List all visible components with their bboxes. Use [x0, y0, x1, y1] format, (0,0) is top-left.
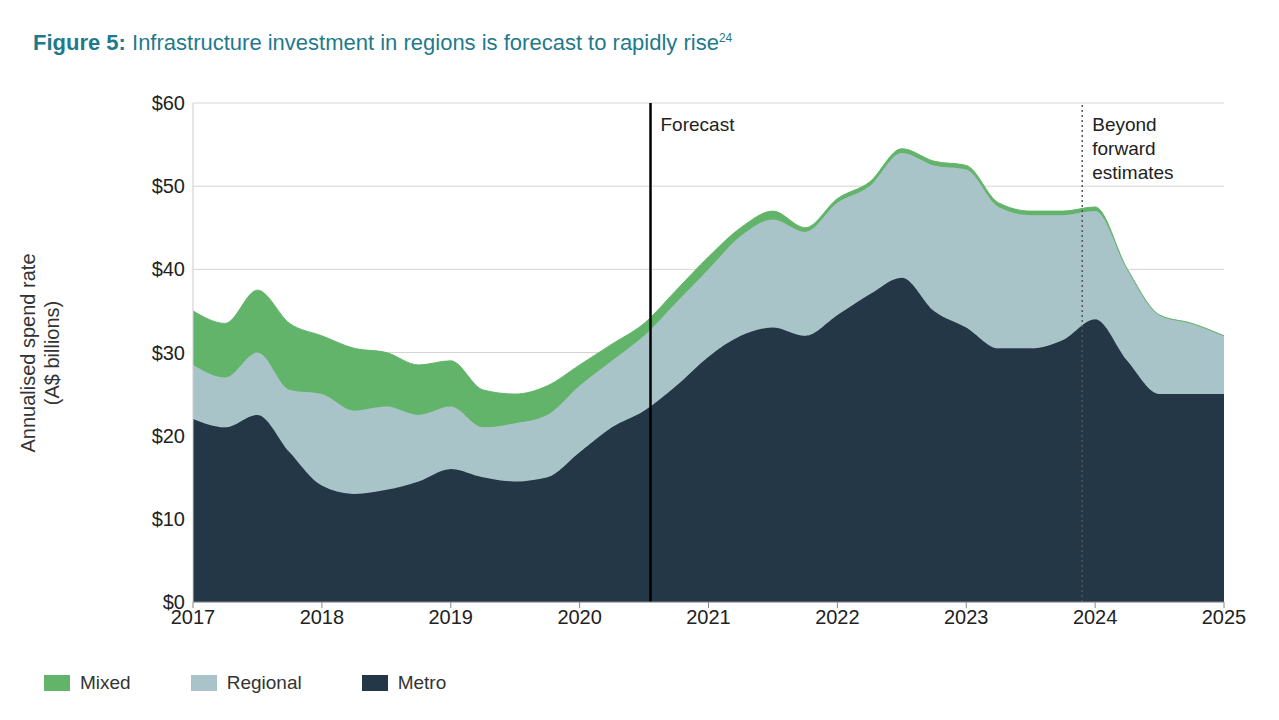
svg-text:2023: 2023	[944, 606, 989, 628]
svg-text:2018: 2018	[300, 606, 345, 628]
svg-text:2019: 2019	[429, 606, 474, 628]
svg-text:2025: 2025	[1202, 606, 1247, 628]
html-text:Figure 5: Infrastructure inves: Figure 5: Infrastructure investment in r…	[33, 30, 733, 55]
html-text:(A$ billions): (A$ billions)	[41, 300, 63, 406]
svg-text:$40: $40	[152, 258, 185, 280]
svg-text:$50: $50	[152, 175, 185, 197]
svg-text:2020: 2020	[557, 606, 602, 628]
svg-text:$30: $30	[152, 342, 185, 364]
svg-text:$10: $10	[152, 508, 185, 530]
svg-text:Beyondforwardestimates: Beyondforwardestimates	[1092, 114, 1173, 183]
html-text:Annualised spend rate: Annualised spend rate	[17, 253, 39, 453]
svg-text:2017: 2017	[170, 606, 216, 629]
html-text:Mixed: Mixed	[80, 672, 131, 693]
html-text:Regional: Regional	[226, 672, 302, 693]
svg-text:Forecast: Forecast	[661, 114, 736, 135]
svg-text:$20: $20	[152, 425, 185, 447]
html-text:Metro: Metro	[397, 672, 447, 693]
svg-text:$60: $60	[152, 92, 185, 114]
svg-text:$0: $0	[163, 591, 185, 613]
svg-text:2021: 2021	[686, 606, 731, 628]
svg-text:2024: 2024	[1073, 606, 1118, 628]
svg-text:2022: 2022	[815, 606, 860, 628]
